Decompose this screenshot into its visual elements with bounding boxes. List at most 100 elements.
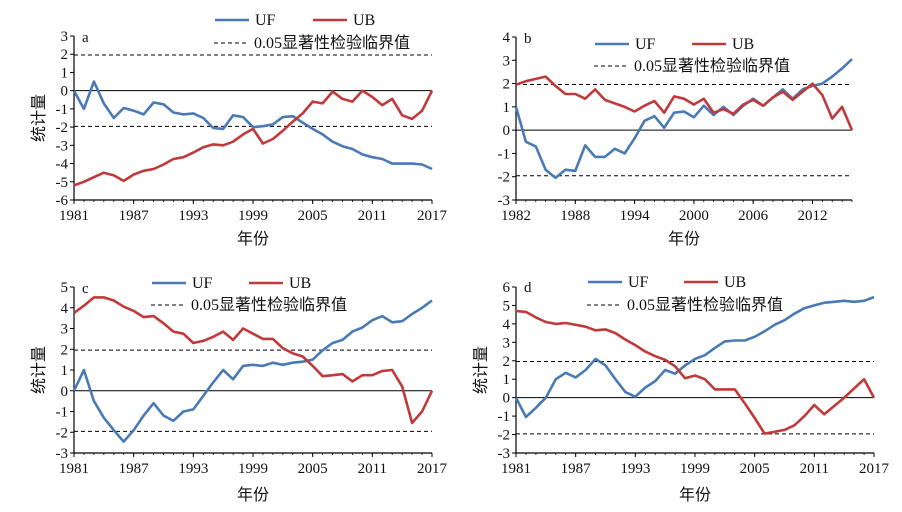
y-tick-label: -2 [56, 120, 69, 136]
x-tick-label: 1993 [178, 461, 208, 477]
y-tick-label: -1 [498, 409, 511, 425]
y-tick-label: 4 [503, 317, 511, 333]
y-tick-label: 3 [503, 53, 511, 69]
series-line-ub [515, 75, 854, 131]
x-tick-label: 1999 [238, 208, 268, 224]
legend-label-critical: 0.05显著性检验临界值 [634, 57, 790, 75]
y-axis-label: 统计量 [471, 346, 490, 394]
legend-label-uf: UF [255, 12, 276, 29]
x-tick-label: 1982 [501, 208, 531, 224]
y-tick-label: -1 [56, 102, 69, 118]
series-line-ub [73, 296, 434, 425]
y-tick-label: 5 [503, 298, 511, 314]
legend: UF UB 0.05显著性检验临界值 [594, 36, 790, 75]
y-tick-label: -2 [498, 170, 511, 186]
y-tick-label: 1 [61, 363, 69, 379]
y-tick-label: -3 [498, 193, 511, 209]
legend-label-ub: UB [732, 36, 754, 53]
x-tick-label: 2017 [417, 208, 448, 224]
x-tick-label: 2006 [738, 208, 769, 224]
y-tick-label: -3 [56, 446, 69, 462]
y-tick-label: -5 [56, 175, 69, 191]
x-tick-label: 1999 [680, 461, 710, 477]
y-tick-label: 6 [503, 280, 511, 296]
legend-label-uf: UF [192, 275, 213, 292]
x-tick-label: 1993 [620, 461, 650, 477]
y-tick-label: 3 [503, 335, 511, 351]
x-tick-label: 1999 [238, 461, 268, 477]
y-tick-label: 1 [503, 372, 511, 388]
series-line-uf [514, 58, 853, 180]
legend-label-critical: 0.05显著性检验临界值 [191, 296, 347, 314]
x-tick-label: 1981 [501, 461, 531, 477]
legend-label-critical: 0.05显著性检验临界值 [627, 296, 783, 314]
x-axis-label: 年份 [668, 229, 700, 248]
x-tick-label: 2017 [859, 461, 890, 477]
series-line-uf [72, 299, 433, 443]
x-tick-label: 2005 [298, 208, 328, 224]
y-tick-label: 0 [503, 391, 511, 407]
y-axis-label: 统计量 [29, 94, 48, 142]
y-tick-label: 3 [61, 322, 69, 338]
y-tick-label: 4 [503, 30, 511, 46]
x-tick-label: 1981 [59, 461, 89, 477]
y-tick-label: 0 [61, 84, 69, 100]
y-tick-label: 5 [61, 280, 69, 296]
y-tick-label: -2 [498, 428, 511, 444]
x-tick-label: 1988 [560, 208, 590, 224]
y-tick-label: -3 [498, 446, 511, 462]
x-tick-label: 2012 [797, 208, 827, 224]
y-tick-label: -6 [56, 193, 69, 209]
series-line-uf [514, 295, 875, 419]
x-tick-label: 2011 [358, 461, 387, 477]
legend-label-uf: UF [628, 274, 649, 291]
y-tick-label: -1 [498, 146, 511, 162]
x-tick-label: 2011 [800, 461, 829, 477]
x-tick-label: 1994 [620, 208, 651, 224]
series-line-ub [515, 309, 876, 435]
panel-label: b [524, 31, 532, 47]
x-axis-label: 年份 [679, 485, 711, 504]
x-tick-label: 2017 [417, 461, 448, 477]
y-tick-label: 1 [61, 65, 69, 81]
y-tick-label: 2 [503, 354, 511, 370]
x-tick-label: 1987 [119, 461, 150, 477]
y-tick-label: 1 [503, 100, 511, 116]
x-tick-label: 1987 [561, 461, 592, 477]
x-tick-label: 1987 [119, 208, 150, 224]
y-tick-label: 2 [61, 342, 69, 358]
legend-label-critical: 0.05显著性检验临界值 [254, 34, 410, 52]
y-axis-label: 统计量 [29, 346, 48, 394]
y-tick-label: 0 [61, 384, 69, 400]
y-tick-label: 3 [61, 29, 69, 45]
x-tick-label: 2000 [679, 208, 709, 224]
legend-label-ub: UB [289, 275, 311, 292]
x-tick-label: 1981 [59, 208, 89, 224]
legend-label-ub: UB [353, 12, 375, 29]
series-line-uf [72, 80, 433, 171]
y-tick-label: 0 [503, 123, 511, 139]
legend-label-ub: UB [724, 274, 746, 291]
panel-label: d [524, 280, 532, 296]
x-tick-label: 2005 [298, 461, 328, 477]
y-tick-label: -3 [56, 138, 69, 154]
legend: UF UB 0.05显著性检验临界值 [151, 275, 347, 314]
y-tick-label: -2 [56, 425, 69, 441]
panel-label: a [82, 30, 89, 46]
x-tick-label: 1993 [178, 208, 208, 224]
x-axis-label: 年份 [237, 485, 269, 504]
x-tick-label: 2011 [358, 208, 387, 224]
y-tick-label: -1 [56, 405, 69, 421]
legend: UF UB 0.05显著性检验临界值 [214, 12, 410, 52]
legend-label-uf: UF [635, 36, 656, 53]
y-tick-label: 2 [61, 47, 69, 63]
panel-label: c [82, 281, 89, 297]
y-tick-label: 2 [503, 77, 511, 93]
x-axis-label: 年份 [237, 229, 269, 248]
